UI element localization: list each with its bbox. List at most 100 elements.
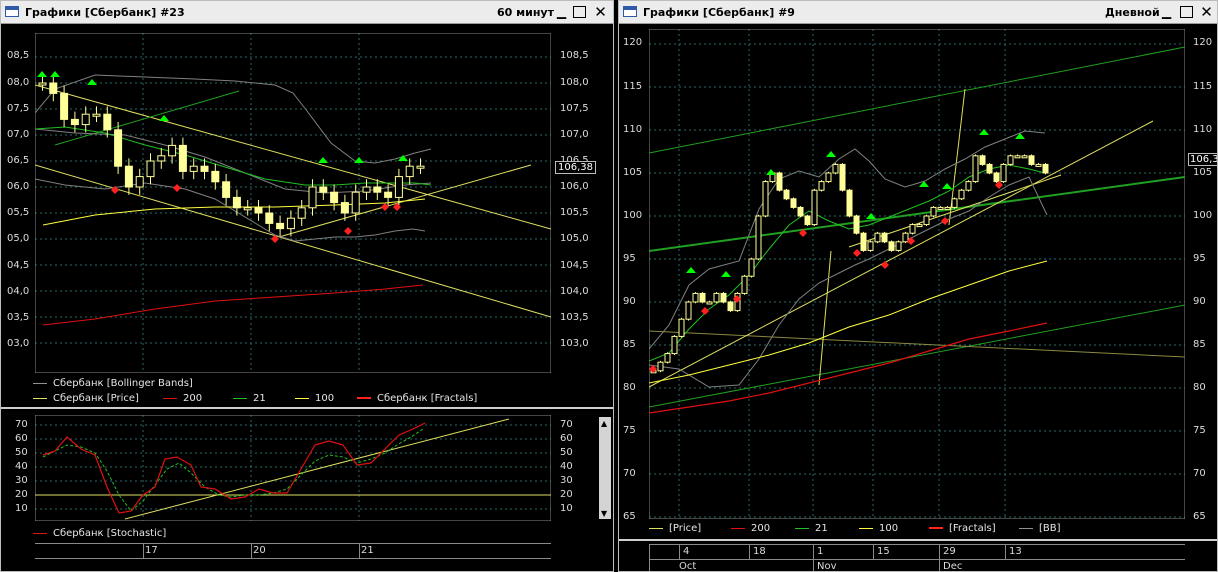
down-fractal [907,237,915,245]
candle [776,172,783,191]
down-fractal [173,184,181,192]
down-fractal [995,181,1003,189]
tick: 20 [15,489,28,500]
tick: 107,0 [560,129,589,140]
candle [685,301,692,320]
candle [881,232,888,243]
legend-ma200[interactable]: 200 [163,393,202,404]
scroll-up-icon[interactable]: ▲ [601,419,608,428]
plot-frame [35,33,551,373]
legend-ma200[interactable]: 200 [731,523,770,534]
trendline-lower [35,164,551,318]
legend-bb[interactable]: Сбербанк [Bollinger Bands] [33,378,193,389]
legend-ma100[interactable]: 100 [859,523,898,534]
tick: 80 [623,382,636,393]
legend-fractals[interactable]: Сбербанк [Fractals] [357,393,477,404]
maximize-icon[interactable] [573,6,586,18]
candle [902,232,909,243]
candle [211,170,220,183]
candle [832,163,839,174]
stoch-scrollbar[interactable]: ▲ ▼ [599,417,611,519]
trendline-yellow-2 [848,174,1062,248]
close-icon[interactable]: ✕ [594,3,607,21]
left-time-axis: 17 20 21 [35,543,551,571]
time-day: 4 [683,546,690,557]
candle [783,189,790,200]
tick: 08,0 [7,77,30,88]
left-price-chart[interactable] [35,33,551,373]
tick: 120 [623,37,643,48]
tick: 05,5 [7,207,30,218]
legend-ma100-label: 100 [315,393,335,404]
candle [200,165,209,172]
candle [297,207,306,219]
legend-bb[interactable]: [BB] [1019,523,1061,534]
candle [1042,163,1049,174]
legend-ma100[interactable]: 100 [295,393,334,404]
candle [49,82,58,94]
right-titlebar[interactable]: Графики [Сбербанк] #9 Дневной ▁ ✕ [619,1,1217,24]
left-titlebar[interactable]: Графики [Сбербанк] #23 60 минут ▁ ✕ [1,1,613,24]
candle [860,232,867,251]
legend-ma100-label: 100 [879,523,899,534]
current-price-box: 106,38 [555,161,596,174]
candle [60,92,69,120]
up-fractal [866,213,876,219]
down-fractals [649,181,1003,373]
candle [308,186,317,209]
left-interval-label[interactable]: 60 минут [497,6,554,19]
candles [650,154,1049,374]
legend-price-label: [Price] [669,523,702,534]
tick: 70 [15,419,28,430]
right-price-chart[interactable] [649,29,1185,519]
candle [986,163,993,174]
candle [818,181,825,191]
tick: 105 [623,167,643,178]
tick: 60 [560,433,573,444]
legend-price[interactable]: [Price] [649,523,701,534]
tick: 10 [560,503,573,514]
tick: 104,5 [560,260,589,271]
down-fractal [799,229,807,237]
tick: 50 [15,447,28,458]
left-window-title: Графики [Сбербанк] #23 [25,6,185,19]
pane-divider[interactable] [1,407,613,409]
candle [699,292,706,303]
candle [70,118,79,126]
tick: 105,0 [560,233,589,244]
maximize-icon[interactable] [1180,6,1193,18]
legend-ma21-label: 21 [253,393,266,404]
trendline-yellow-long [649,120,1154,388]
candle [839,163,846,191]
right-interval-label[interactable]: Дневной [1105,6,1160,19]
tick: 100 [623,210,643,221]
down-fractal [271,235,279,243]
minimize-icon[interactable]: ▁ [1161,5,1172,19]
stochastic-chart[interactable] [35,415,551,521]
minimize-icon[interactable]: ▁ [556,5,567,19]
legend-price[interactable]: Сбербанк [Price] [33,393,139,404]
candle [362,186,371,193]
tick: 60 [15,433,28,444]
legend-ma21[interactable]: 21 [233,393,266,404]
scroll-down-icon[interactable]: ▼ [601,509,608,518]
right-pane-divider [619,539,1217,541]
up-fractal [766,169,776,175]
candle [965,181,972,191]
close-icon[interactable]: ✕ [1200,3,1213,21]
stoch-main-line [42,422,426,514]
trendline-green-mid [649,176,1185,252]
up-fractal [686,267,696,273]
candle [265,212,274,224]
legend-ma21[interactable]: 21 [795,523,828,534]
tick: 115 [1193,81,1213,92]
legend-fractals[interactable]: [Fractals] [929,523,996,534]
tick: 108,0 [560,77,589,88]
tick: 04,0 [7,286,30,297]
tick: 06,5 [7,155,30,166]
candle [727,301,734,312]
candle [286,217,295,230]
legend-stochastic[interactable]: Сбербанк [Stochastic] [33,528,166,539]
tick: 50 [560,447,573,458]
tick: 110 [1193,124,1213,135]
